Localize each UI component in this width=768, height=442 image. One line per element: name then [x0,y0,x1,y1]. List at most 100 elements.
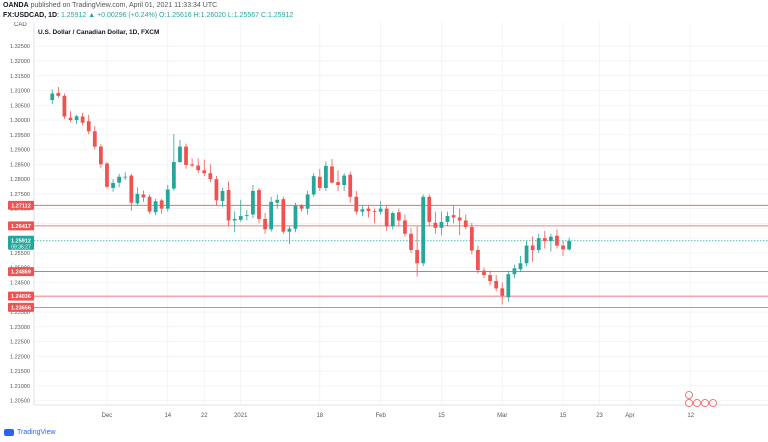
brand-name: TradingView [17,429,56,436]
x-tick-label: 15 [560,413,567,419]
candle-body [427,196,432,222]
level-tag [8,221,34,231]
candle-body [62,95,67,117]
candle-body [123,176,128,178]
price-chart[interactable]: U.S. Dollar / Canadian Dollar, 1D, FXCM … [0,22,768,442]
y-tick-label: 1.23500 [10,310,30,316]
event-markers [685,391,717,407]
brand-footer[interactable]: TradingView [4,429,56,436]
x-tick-label: Mar [497,413,507,419]
ohlc-values: O:1.25616 H:1.26020 L:1.25567 C:1.25912 [158,12,294,19]
y-tick-label: 1.32500 [10,44,30,50]
x-tick-label: 22 [201,413,208,419]
candle-body [184,146,188,165]
candle-body [488,275,492,281]
candle-body [232,218,237,221]
candle-body [348,174,353,197]
y-tick-label: 1.31500 [10,74,30,80]
candle-body [105,163,109,187]
candle-body [159,200,164,209]
level-tag [8,267,34,277]
x-tick-label: 18 [316,413,323,419]
horizontal-levels [34,204,768,308]
y-tick-label: 1.29500 [10,133,30,139]
candle-body [506,274,511,298]
candle-body [421,196,426,264]
candle-body [135,193,140,204]
candle-body [86,121,91,132]
candle-body [518,263,523,270]
y-tick-label: 1.32000 [10,59,30,65]
candle-body [415,249,419,264]
publish-info: OANDA published on TradingView.com, Apri… [3,2,218,9]
candle-body [141,194,146,198]
candle-body [56,92,61,96]
candle-body [500,288,505,296]
y-tick-label: 1.28500 [10,162,30,168]
candle-body [561,245,565,250]
candle-body [469,226,474,251]
current-price-tag [8,235,34,250]
candle-body [555,235,559,246]
candle-body [220,190,225,201]
symbol-label: FX:USDCAD, 1D [3,12,58,19]
y-tick-label: 1.20500 [10,399,30,405]
candle-body [463,220,468,227]
candle-body [372,211,377,212]
candle-body [366,208,371,212]
candle-body [153,201,158,213]
last-price: 1.25912 [60,12,87,19]
candle-body [378,208,383,212]
candle-body [147,196,152,212]
x-tick-label: Feb [375,413,386,419]
candle-body [409,233,413,250]
candle-body [451,215,456,218]
candle-body [390,213,395,227]
candle-body [439,221,444,228]
candle-body [457,217,462,221]
candle-body [238,216,243,220]
y-tick-label: 1.22500 [10,340,30,346]
candle-body [129,175,134,203]
candle-body [178,146,182,162]
y-tick-label: 1.25500 [10,251,30,257]
candle-body [433,222,438,228]
candle-body [336,182,340,186]
price-tags: 1.27112 1.26417 1.24869 1.24036 1.23656 1.259… [8,200,34,312]
y-tick-label: 1.30500 [10,103,30,109]
level-tag-label: 1.27112 [11,203,31,209]
level-tag [8,291,34,301]
candle-body [244,215,249,217]
candle-body [80,116,85,123]
candle-body [251,190,255,215]
candles [50,86,572,305]
level-tag-label: 1.24869 [11,270,31,276]
candle-body [305,194,310,209]
currency-label: CAD [14,22,27,28]
symbol-legend: FX:USDCAD, 1D: 1.25912 ▲ +0.00296 (+0.24… [3,12,294,19]
x-tick-label: Dec [102,413,113,419]
candle-body [293,205,298,229]
candle-body [50,93,55,100]
y-tick-label: 1.22000 [10,354,30,360]
level-tag-label: 1.24036 [11,294,31,300]
candle-body [324,165,328,188]
candle-body [311,176,316,195]
candle-body [342,175,347,186]
candle-body [549,236,553,242]
x-tick-label: Apr [625,413,634,419]
candle-body [384,208,389,227]
candle-body [354,196,359,212]
y-tick-label: 1.21500 [10,369,30,375]
y-tick-label: 1.31000 [10,89,30,95]
y-tick-label: 1.30000 [10,118,30,124]
candle-body [269,201,274,230]
candle-body [536,238,541,250]
grid [33,22,768,406]
countdown-label: 09:36:27 [11,244,31,250]
candle-body [330,166,334,183]
y-tick-label: 1.24500 [10,280,30,286]
candle-body [263,218,267,230]
candle-body [171,161,176,189]
candle-body [214,179,219,201]
